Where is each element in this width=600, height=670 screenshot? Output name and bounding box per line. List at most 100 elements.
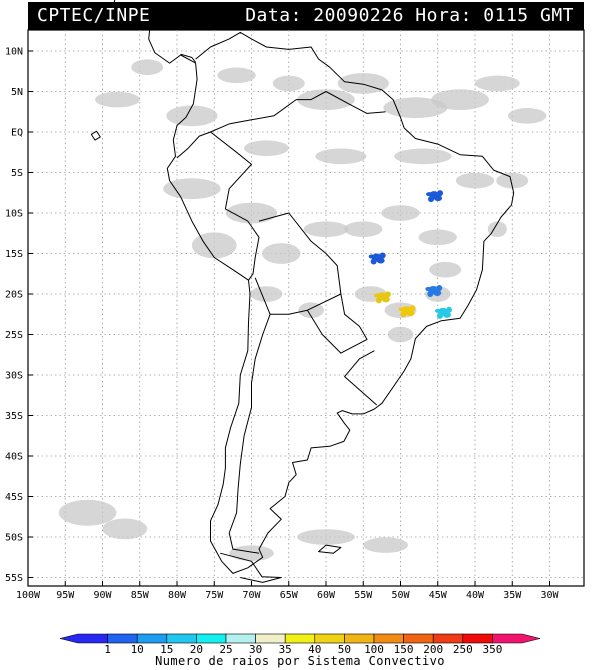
lon-label: 70W bbox=[242, 590, 261, 601]
cell-blob bbox=[426, 192, 433, 197]
cell-blob bbox=[370, 258, 377, 265]
cloud-patch bbox=[250, 286, 283, 302]
convective-systems bbox=[368, 190, 452, 319]
legend-tick-label: 350 bbox=[482, 643, 502, 656]
legend-swatch bbox=[403, 633, 434, 644]
lon-label: 65W bbox=[280, 590, 299, 601]
legend-tick-label: 20 bbox=[190, 643, 203, 656]
legend-swatch bbox=[166, 633, 197, 644]
cloud-patch bbox=[58, 499, 117, 526]
cell-blob bbox=[434, 308, 441, 313]
legend-tick-label: 250 bbox=[453, 643, 473, 656]
cell-blob bbox=[433, 289, 442, 296]
lon-label: 30W bbox=[540, 590, 559, 601]
legend-tick-label: 40 bbox=[308, 643, 321, 656]
cell-blob bbox=[398, 307, 405, 312]
cloud-patch bbox=[262, 243, 301, 264]
galapagos bbox=[90, 130, 101, 141]
cell-blob bbox=[445, 306, 452, 313]
cloud-patch bbox=[297, 529, 355, 545]
border-uruguay bbox=[344, 350, 378, 406]
lon-label: 50W bbox=[391, 590, 410, 601]
lat-label: 45S bbox=[5, 492, 23, 503]
legend-tick-label: 10 bbox=[131, 643, 144, 656]
cell-blob bbox=[375, 297, 382, 304]
tierra-del-fuego bbox=[220, 552, 282, 583]
legend-tick-label: 200 bbox=[423, 643, 443, 656]
cell-blob bbox=[434, 195, 443, 202]
lat-label: 40S bbox=[5, 452, 23, 463]
legend-tick-label: 30 bbox=[249, 643, 262, 656]
cell-blob bbox=[437, 190, 444, 197]
lon-label: 85W bbox=[131, 590, 150, 601]
cloud-patch bbox=[315, 148, 367, 165]
datetime-label: Data: 20090226 Hora: 0115 GMT bbox=[245, 5, 574, 26]
lat-label: 20S bbox=[5, 290, 23, 301]
legend-tick-label: 100 bbox=[364, 643, 384, 656]
legend-swatch bbox=[314, 633, 345, 644]
cloud-patch bbox=[455, 172, 495, 189]
legend-tick-label: 150 bbox=[394, 643, 414, 656]
legend-swatch bbox=[136, 633, 168, 644]
cloud-patch bbox=[272, 75, 305, 92]
cloud-patch bbox=[383, 97, 448, 119]
legend-swatch bbox=[462, 633, 493, 644]
title-bar: CPTEC/INPE Data: 20090226 Hora: 0115 GMT bbox=[28, 2, 584, 30]
convective-system-sao-paulo-cluster bbox=[398, 305, 416, 318]
lat-label: 55S bbox=[5, 573, 23, 584]
cell-blob bbox=[373, 293, 380, 298]
border-chile-argentina bbox=[228, 314, 271, 554]
legend-swatch bbox=[59, 633, 108, 644]
lon-label: 40W bbox=[466, 590, 485, 601]
cell-blob bbox=[406, 310, 415, 317]
cloud-patch bbox=[496, 172, 529, 189]
source-label: CPTEC/INPE bbox=[37, 5, 151, 26]
cloud-patch bbox=[191, 232, 237, 259]
lon-label: 90W bbox=[93, 590, 112, 601]
legend-swatch bbox=[284, 633, 316, 644]
lon-label: 80W bbox=[168, 590, 187, 601]
border-guianas bbox=[325, 91, 386, 114]
cloud-patch bbox=[166, 105, 218, 127]
legend-swatch bbox=[255, 633, 286, 644]
lat-label: 10S bbox=[5, 209, 23, 220]
legend-swatch bbox=[344, 633, 375, 644]
cell-blob bbox=[436, 284, 443, 291]
cell-blob bbox=[409, 305, 416, 312]
panama-coast bbox=[180, 53, 196, 63]
longitude-labels: 100W 95W 90W 85W 80W 75W 70W 65W 60W 55W 50W 45W 40W… bbox=[16, 590, 560, 601]
cloud-patch bbox=[95, 91, 140, 108]
legend-tick-label: 35 bbox=[279, 643, 292, 656]
cloud-patch bbox=[418, 229, 457, 246]
legend-tick-label: 25 bbox=[219, 643, 232, 656]
convective-system-ne-brazil-cluster bbox=[426, 190, 444, 203]
cloud-patch bbox=[474, 75, 520, 92]
lat-label: 25S bbox=[5, 330, 23, 341]
legend-swatch bbox=[196, 633, 227, 644]
lon-label: 60W bbox=[317, 590, 336, 601]
cloud-patch bbox=[102, 518, 148, 540]
cell-blob bbox=[428, 196, 435, 203]
legend-tick-label: 50 bbox=[338, 643, 351, 656]
legend-tick-label: 1 bbox=[104, 643, 111, 656]
cloud-patch bbox=[344, 221, 383, 237]
lat-label: 35S bbox=[5, 411, 23, 422]
cloud-patch bbox=[229, 545, 274, 561]
cloud-patch bbox=[381, 205, 420, 221]
convective-system-minas-cell bbox=[425, 284, 443, 297]
cloud-patch bbox=[507, 108, 547, 124]
legend-colorbar bbox=[59, 633, 541, 644]
cell-blob bbox=[384, 291, 391, 298]
cloud-patch bbox=[429, 261, 462, 278]
legend-swatch bbox=[432, 633, 464, 644]
lon-label: 75W bbox=[205, 590, 224, 601]
cell-blob bbox=[379, 252, 386, 259]
latitude-labels: 10N 5N EQ 5S 10S 15S 20S 25S 30S 35S 40S 45S 50S 55S bbox=[5, 47, 23, 585]
cell-blob bbox=[381, 296, 390, 303]
cell-blob bbox=[425, 286, 432, 291]
cloud-patch bbox=[337, 73, 389, 94]
cloud-patch bbox=[431, 89, 489, 110]
cloud-patch bbox=[225, 202, 278, 224]
cloud-patch bbox=[487, 221, 507, 237]
convective-system-goias-cell bbox=[368, 252, 386, 265]
